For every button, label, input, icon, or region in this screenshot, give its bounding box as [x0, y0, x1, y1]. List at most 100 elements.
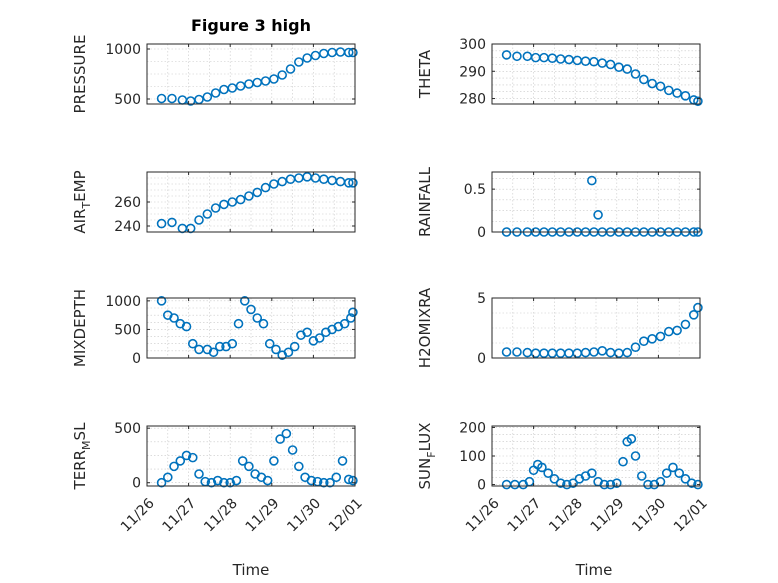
- data-point: [269, 456, 279, 466]
- x-tick-label: 11/30: [284, 495, 324, 535]
- data-point: [219, 84, 229, 95]
- x-tick-label: 11/26: [118, 495, 158, 535]
- data-point: [605, 347, 616, 358]
- data-point: [655, 331, 666, 342]
- data-point: [275, 434, 285, 444]
- data-point: [663, 326, 674, 337]
- data-point: [512, 51, 522, 62]
- data-point: [156, 477, 167, 488]
- data-point: [543, 468, 553, 478]
- data-point: [587, 468, 597, 478]
- data-point: [227, 83, 238, 93]
- x-tick-label: 11/28: [546, 495, 586, 535]
- axes-frame: [491, 297, 701, 359]
- x-axis-label-right: Time: [575, 561, 613, 579]
- data-point: [325, 477, 335, 488]
- y-tick-label: 1000: [105, 294, 141, 310]
- data-point: [237, 456, 248, 466]
- axes-frame: [146, 43, 356, 105]
- data-point: [219, 199, 229, 210]
- axes-frame: [146, 425, 356, 487]
- subplot-terr-msl: 11/26 11/27 11/28 11/29 11/30 12/01 0 500 TERRMS…: [71, 421, 366, 535]
- data-point: [614, 348, 624, 359]
- data-point: [580, 56, 591, 66]
- x-tick-label: 12/01: [671, 495, 711, 535]
- y-tick-label: 5: [477, 291, 486, 307]
- data-point: [537, 462, 547, 473]
- data-point: [167, 217, 177, 228]
- data-point: [260, 182, 271, 193]
- subplot-air-temp: 240 260 AIRTEMP: [71, 170, 358, 235]
- data-point: [547, 53, 558, 63]
- data-point: [260, 76, 271, 86]
- data-point: [639, 336, 649, 347]
- data-point: [636, 471, 647, 481]
- data-point: [568, 478, 578, 488]
- data-point: [225, 477, 235, 488]
- y-tick-label: 1000: [105, 42, 141, 58]
- data-point: [181, 450, 192, 461]
- data-point: [547, 348, 558, 359]
- data-point: [643, 479, 653, 490]
- x-tick-label: 11/27: [504, 495, 544, 535]
- data-point: [244, 191, 254, 201]
- data-point: [177, 95, 188, 105]
- axes-frame: [146, 171, 356, 233]
- data-point: [185, 223, 196, 234]
- data-point: [522, 51, 533, 62]
- data-point: [597, 58, 608, 68]
- y-tick-label: 0.5: [464, 182, 486, 198]
- data-point: [215, 341, 225, 352]
- data-point: [302, 53, 312, 63]
- y-tick-label: 240: [114, 219, 141, 235]
- data-point: [187, 338, 198, 349]
- data-point: [277, 70, 288, 80]
- data-point: [686, 478, 697, 488]
- data-point: [605, 59, 616, 70]
- data-point: [169, 313, 179, 323]
- x-tick-label: 12/01: [326, 495, 366, 535]
- y-axis-label-air-temp: AIRTEMP: [71, 170, 93, 233]
- data-point: [655, 81, 666, 92]
- data-point: [688, 309, 699, 320]
- data-point: [194, 94, 204, 105]
- y-tick-label: 0: [477, 478, 486, 494]
- data-point: [327, 47, 337, 58]
- data-point: [167, 93, 177, 104]
- data-point: [177, 223, 188, 234]
- data-point: [680, 319, 691, 330]
- data-point: [331, 472, 342, 483]
- y-tick-label: 100: [459, 449, 486, 465]
- data-point: [227, 197, 238, 207]
- data-point: [202, 92, 213, 102]
- y-tick-label: 200: [459, 420, 486, 436]
- data-point: [562, 479, 572, 490]
- y-axis-label-h2omixra: H2OMIXRA: [416, 287, 434, 368]
- axes-frame: [491, 171, 701, 233]
- data-point: [212, 475, 223, 486]
- data-point: [647, 78, 657, 89]
- data-point: [244, 79, 254, 89]
- y-tick-label: 300: [459, 37, 486, 53]
- data-point: [285, 174, 296, 184]
- data-point: [283, 347, 294, 358]
- x-axis-label-left: Time: [232, 561, 270, 579]
- y-axis-label-sun-flux: SUNFLUX: [416, 423, 438, 490]
- data-point: [187, 452, 198, 463]
- data-point: [337, 456, 348, 466]
- y-tick-label: 0: [477, 351, 486, 367]
- data-point: [512, 347, 522, 357]
- data-point: [661, 468, 672, 478]
- data-point: [630, 451, 641, 461]
- data-point: [252, 77, 263, 88]
- data-point: [306, 475, 317, 486]
- data-point: [219, 477, 229, 488]
- data-point: [348, 178, 358, 188]
- subplot-theta: 280 290 300 THETA: [416, 37, 703, 108]
- data-point: [163, 472, 173, 483]
- data-point: [246, 304, 256, 315]
- data-point: [630, 69, 641, 79]
- data-point: [348, 475, 358, 486]
- y-tick-label: 500: [114, 322, 141, 338]
- data-point: [564, 348, 574, 359]
